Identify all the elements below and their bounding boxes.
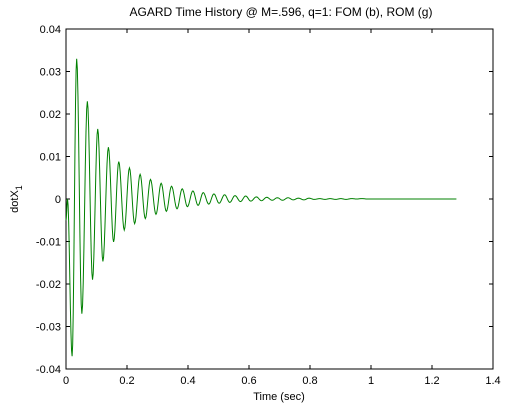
y-tick-label: -0.03 xyxy=(36,322,61,334)
y-tick-label: 0.02 xyxy=(40,109,61,121)
y-tick-label: 0 xyxy=(55,194,61,206)
x-tick-label: 0.6 xyxy=(241,375,256,387)
chart-title: AGARD Time History @ M=.596, q=1: FOM (b… xyxy=(130,5,433,19)
x-tick-label: 0 xyxy=(63,375,69,387)
x-tick-labels: 0 0.2 0.4 0.6 0.8 1 1.2 1.4 xyxy=(63,375,501,387)
y-tick-label: -0.04 xyxy=(36,364,61,376)
series-line xyxy=(65,58,457,357)
x-tick-label: 0.2 xyxy=(119,375,134,387)
x-tick-label: 0.4 xyxy=(180,375,195,387)
axis-ticks xyxy=(65,28,494,370)
y-tick-label: -0.02 xyxy=(36,279,61,291)
y-tick-label: 0.01 xyxy=(40,152,61,164)
x-tick-label: 1.2 xyxy=(424,375,439,387)
y-tick-labels: 0.04 0.03 0.02 0.01 0 -0.01 -0.02 -0.03 -0.04 xyxy=(36,24,61,376)
y-tick-label: -0.01 xyxy=(36,237,61,249)
x-axis-label: Time (sec) xyxy=(253,391,305,403)
x-tick-label: 1.4 xyxy=(485,375,500,387)
x-tick-label: 1 xyxy=(368,375,374,387)
y-tick-label: 0.03 xyxy=(40,67,61,79)
y-axis-label-subscript: 1 xyxy=(14,185,24,190)
x-tick-label: 0.8 xyxy=(302,375,317,387)
y-axis-label: dotX1 xyxy=(9,185,24,213)
y-tick-label: 0.04 xyxy=(40,24,61,36)
y-axis-label-main: dotX xyxy=(9,190,21,213)
